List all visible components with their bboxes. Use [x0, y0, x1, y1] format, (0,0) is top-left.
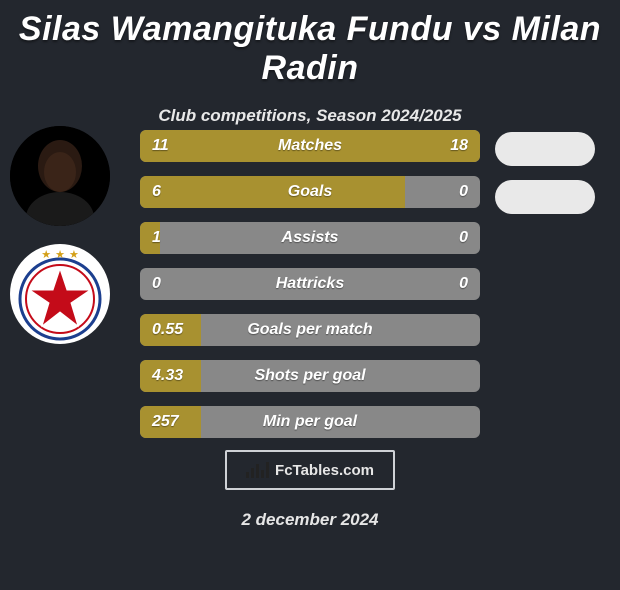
- stat-row: 4.33Shots per goal: [140, 360, 480, 392]
- secondary-marker: [495, 180, 595, 214]
- barchart-icon: [246, 462, 269, 478]
- stat-value-left: 257: [152, 406, 179, 438]
- stat-rows: 1118Matches60Goals10Assists00Hattricks0.…: [140, 130, 480, 438]
- footer-date: 2 december 2024: [0, 510, 620, 530]
- stat-value-left: 1: [152, 222, 161, 254]
- stat-value-left: 0: [152, 268, 161, 300]
- secondary-marker: [495, 132, 595, 166]
- stat-label: Hattricks: [140, 268, 480, 300]
- stat-row: 60Goals: [140, 176, 480, 208]
- club-badge: ★ ★ ★: [10, 244, 110, 344]
- stat-row: 0 0Hattricks: [140, 268, 480, 300]
- stat-value-left: 4.33: [152, 360, 183, 392]
- star-icon: ★: [55, 248, 65, 261]
- stat-value-right: 0: [459, 222, 468, 254]
- stat-value-right: 18: [450, 130, 468, 162]
- stat-value-left: 0.55: [152, 314, 183, 346]
- page-subtitle: Club competitions, Season 2024/2025: [0, 106, 620, 126]
- stat-label: Assists: [140, 222, 480, 254]
- stat-fill-left: [140, 176, 405, 208]
- person-icon: [10, 126, 110, 226]
- star-icon: ★: [69, 248, 79, 261]
- stat-value-left: 11: [152, 130, 169, 162]
- stat-row: 1118Matches: [140, 130, 480, 162]
- stat-row: 0.55Goals per match: [140, 314, 480, 346]
- site-name: FcTables.com: [275, 462, 374, 479]
- stat-value-left: 6: [152, 176, 161, 208]
- stat-fill-right: [269, 130, 480, 162]
- club-stars: ★ ★ ★: [41, 248, 79, 261]
- site-logo[interactable]: FcTables.com: [225, 450, 395, 490]
- page-title: Silas Wamangituka Fundu vs Milan Radin: [0, 10, 620, 88]
- secondary-markers: [490, 132, 600, 214]
- player-avatar: [10, 126, 110, 226]
- stat-row: 257Min per goal: [140, 406, 480, 438]
- stat-row: 1 0Assists: [140, 222, 480, 254]
- avatar-column: ★ ★ ★: [10, 126, 110, 344]
- stat-value-right: 0: [459, 176, 468, 208]
- stat-value-right: 0: [459, 268, 468, 300]
- star-icon: ★: [41, 248, 51, 261]
